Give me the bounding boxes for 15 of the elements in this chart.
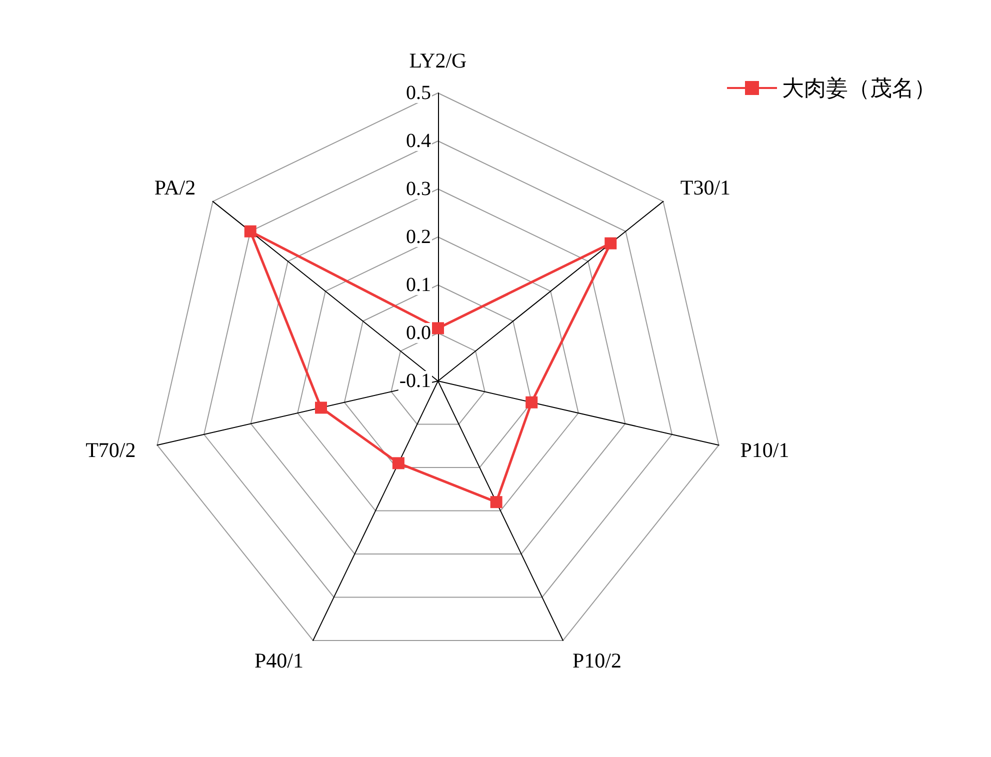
spoke-label: T70/2 xyxy=(86,438,136,462)
y-tick-label: 0.1 xyxy=(406,274,431,296)
spoke-label: T30/1 xyxy=(680,176,731,200)
text: 0.0 xyxy=(406,322,431,344)
y-tick-label: 0.2 xyxy=(406,226,431,248)
spoke-label: P40/1 xyxy=(254,648,304,672)
spoke-label: LY2/G xyxy=(409,48,467,72)
y-tick-label: 0.3 xyxy=(406,178,431,200)
y-tick-label: 0.5 xyxy=(406,82,431,104)
spoke-label: P10/1 xyxy=(740,438,790,462)
y-tick-label: 0.4 xyxy=(406,130,431,152)
spoke-label: P10/2 xyxy=(572,648,622,672)
legend-label: 大肉姜（茂名） xyxy=(782,76,936,100)
text: -0.1 xyxy=(399,370,431,392)
spoke-label: PA/2 xyxy=(154,176,196,200)
